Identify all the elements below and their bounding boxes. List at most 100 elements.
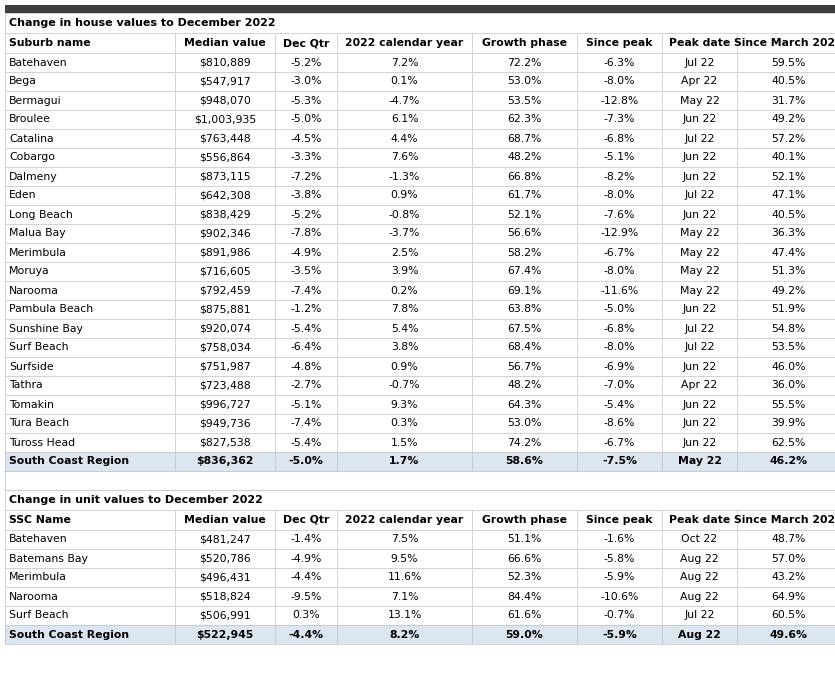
Text: 67.5%: 67.5% bbox=[508, 324, 542, 333]
Bar bbox=[472, 510, 577, 530]
Bar bbox=[577, 395, 662, 414]
Bar bbox=[175, 148, 275, 167]
Bar bbox=[472, 510, 577, 530]
Bar bbox=[175, 510, 275, 530]
Bar bbox=[737, 186, 835, 205]
Text: $556,864: $556,864 bbox=[200, 152, 250, 162]
Bar bbox=[175, 33, 275, 53]
Bar bbox=[662, 300, 737, 319]
Text: -5.3%: -5.3% bbox=[291, 95, 321, 106]
Bar bbox=[577, 72, 662, 91]
Bar bbox=[5, 587, 175, 606]
Bar bbox=[175, 110, 275, 129]
Bar bbox=[337, 53, 472, 72]
Text: 53.5%: 53.5% bbox=[772, 342, 806, 352]
Bar bbox=[337, 549, 472, 568]
Bar bbox=[337, 357, 472, 376]
Text: Since peak: Since peak bbox=[586, 38, 653, 48]
Bar bbox=[577, 262, 662, 281]
Bar bbox=[737, 530, 835, 549]
Bar bbox=[472, 243, 577, 262]
Bar bbox=[737, 262, 835, 281]
Bar bbox=[337, 186, 472, 205]
Bar bbox=[175, 53, 275, 72]
Bar bbox=[175, 205, 275, 224]
Bar bbox=[175, 262, 275, 281]
Bar bbox=[337, 625, 472, 644]
Bar bbox=[472, 530, 577, 549]
Bar bbox=[275, 568, 337, 587]
Bar bbox=[5, 530, 175, 549]
Bar bbox=[275, 224, 337, 243]
Bar bbox=[737, 33, 835, 53]
Bar bbox=[337, 376, 472, 395]
Bar bbox=[737, 338, 835, 357]
Bar bbox=[5, 376, 175, 395]
Text: $481,247: $481,247 bbox=[200, 535, 250, 544]
Bar bbox=[662, 357, 737, 376]
Text: Dec Qtr: Dec Qtr bbox=[283, 515, 329, 525]
Bar bbox=[737, 510, 835, 530]
Text: 74.2%: 74.2% bbox=[508, 438, 542, 448]
Bar bbox=[175, 338, 275, 357]
Text: 59.0%: 59.0% bbox=[506, 629, 544, 640]
Text: -8.6%: -8.6% bbox=[604, 418, 635, 429]
Bar bbox=[577, 319, 662, 338]
Text: 40.5%: 40.5% bbox=[772, 77, 806, 86]
Bar bbox=[275, 72, 337, 91]
Bar bbox=[472, 167, 577, 186]
Bar bbox=[275, 452, 337, 471]
Bar bbox=[337, 338, 472, 357]
Bar bbox=[662, 167, 737, 186]
Bar bbox=[472, 186, 577, 205]
Bar bbox=[5, 490, 835, 510]
Text: 58.6%: 58.6% bbox=[505, 457, 544, 466]
Text: $996,727: $996,727 bbox=[200, 400, 250, 409]
Bar bbox=[577, 110, 662, 129]
Text: -4.5%: -4.5% bbox=[291, 134, 321, 143]
Bar bbox=[5, 5, 835, 13]
Bar bbox=[662, 205, 737, 224]
Bar bbox=[5, 452, 175, 471]
Bar bbox=[577, 167, 662, 186]
Bar bbox=[337, 224, 472, 243]
Text: 51.9%: 51.9% bbox=[772, 305, 806, 315]
Bar bbox=[472, 376, 577, 395]
Text: 84.4%: 84.4% bbox=[508, 592, 542, 601]
Bar bbox=[737, 129, 835, 148]
Text: 3.9%: 3.9% bbox=[391, 267, 418, 276]
Text: $751,987: $751,987 bbox=[200, 361, 250, 372]
Bar bbox=[5, 281, 175, 300]
Text: Bermagui: Bermagui bbox=[9, 95, 62, 106]
Bar bbox=[472, 568, 577, 587]
Text: Growth phase: Growth phase bbox=[482, 515, 567, 525]
Bar bbox=[175, 510, 275, 530]
Bar bbox=[662, 148, 737, 167]
Text: South Coast Region: South Coast Region bbox=[9, 629, 129, 640]
Bar bbox=[5, 167, 175, 186]
Text: 2022 calendar year: 2022 calendar year bbox=[346, 38, 463, 48]
Text: 57.0%: 57.0% bbox=[772, 553, 806, 564]
Bar bbox=[662, 33, 737, 53]
Text: -5.8%: -5.8% bbox=[604, 553, 635, 564]
Text: 62.3%: 62.3% bbox=[508, 115, 542, 125]
Text: 7.5%: 7.5% bbox=[391, 535, 418, 544]
Bar bbox=[175, 205, 275, 224]
Bar bbox=[5, 414, 175, 433]
Bar bbox=[175, 91, 275, 110]
Bar bbox=[472, 167, 577, 186]
Bar bbox=[5, 53, 175, 72]
Bar bbox=[577, 186, 662, 205]
Bar bbox=[5, 281, 175, 300]
Bar bbox=[662, 338, 737, 357]
Bar bbox=[737, 357, 835, 376]
Text: 59.5%: 59.5% bbox=[772, 58, 806, 68]
Bar bbox=[337, 186, 472, 205]
Text: 56.7%: 56.7% bbox=[508, 361, 542, 372]
Bar bbox=[5, 167, 175, 186]
Bar bbox=[5, 357, 175, 376]
Bar bbox=[337, 72, 472, 91]
Bar bbox=[737, 357, 835, 376]
Text: -8.0%: -8.0% bbox=[604, 77, 635, 86]
Bar bbox=[472, 224, 577, 243]
